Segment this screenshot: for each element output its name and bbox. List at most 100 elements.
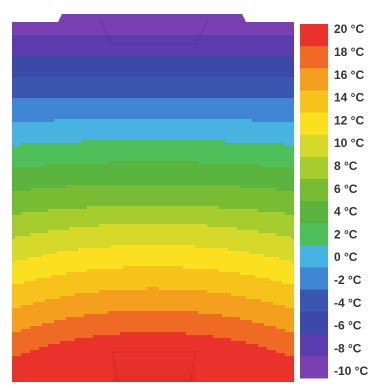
contour-cell [12,320,55,324]
contour-cell [276,188,294,192]
contour-cell [12,302,34,306]
contour-cell [225,140,294,144]
contour-cell [12,86,294,90]
contour-cell [198,311,294,315]
contour-cell [276,233,294,237]
contour-cell [12,140,82,144]
contour-cell [12,26,294,30]
colorbar-tick-label: 14 °C [334,91,364,105]
contour-cell [195,245,294,249]
contour-cell [258,230,294,234]
contour-cell [12,341,61,345]
contour-cell [12,74,294,78]
contour-cell [12,254,43,258]
contour-cell [219,206,294,210]
contour-cell [12,83,294,87]
contour-cell [12,323,43,327]
colorbar-band [300,333,328,357]
contour-cell [12,338,76,342]
contour-cell [291,236,294,240]
contour-cell [12,119,55,123]
colorbar-tick-label: 10 °C [334,136,364,150]
colorbar-band [300,24,328,47]
contour-cell [108,311,199,315]
contour-cell [252,119,294,123]
contour-cell [12,149,294,153]
contour-cell [231,338,294,342]
contour-cell [12,191,294,195]
contour-cell [108,161,199,165]
contour-cell [282,281,294,285]
contour-cell [12,215,294,219]
contour-cell [36,278,271,282]
contour-cell [12,329,22,333]
contour-cell [54,320,253,324]
contour-cell [12,233,31,237]
contour-cell [240,272,294,276]
contour-cell [285,305,294,309]
colorbar-tick-label: 8 °C [334,159,358,173]
contour-cell [12,317,67,321]
contour-cell [12,347,40,351]
contour-cell [12,125,294,129]
contour-cell [12,80,294,84]
contour-cell [261,299,294,303]
contour-cell [99,290,208,294]
contour-cell [39,347,268,351]
colorbar-band [300,68,328,91]
colorbar-tick-label: -10 °C [334,364,368,378]
contour-cell [12,251,58,255]
contour-cell [12,290,100,294]
contour-cell [12,107,294,111]
contour-cell [267,347,294,351]
contour-cell [60,296,247,300]
contour-cell [66,317,241,321]
contour-cell [285,143,294,147]
contour-cell [45,299,262,303]
contour-cell [12,77,294,81]
contour-cell [12,353,22,357]
contour-cell [249,251,294,255]
contour-cell [30,326,277,330]
contour-cell [24,281,283,285]
contour-cell [12,170,294,174]
contour-cell [15,236,292,240]
contour-cell [12,155,294,159]
contour-cell [12,23,294,27]
colorbar-band [300,112,328,136]
contour-cell [12,209,49,213]
contour-cell [21,305,286,309]
contour-cell [12,179,294,183]
contour-cell [12,20,294,24]
contour-cell [12,56,294,60]
contour-cell [12,167,294,171]
contour-cell [12,50,294,54]
contour-cell [12,326,31,330]
contour-cell [258,209,294,213]
contour-cell [12,122,294,126]
contour-cell [12,44,294,48]
contour-cell [207,290,294,294]
contour-cell [12,134,294,138]
contour-cell [12,230,49,234]
colorbar-tick-label: 2 °C [334,227,358,241]
colorbar-band [300,46,328,69]
contour-cell [75,293,232,297]
contour-cell [12,158,294,162]
contour-cell [228,248,294,252]
contour-cell [42,323,265,327]
contour-cell [99,224,208,228]
contour-cell [21,143,286,147]
contour-cell [147,287,160,291]
contour-cell [15,260,292,264]
contour-cell [12,335,94,339]
contour-cell [12,185,67,189]
contour-cell [93,335,214,339]
contour-cell [87,269,220,273]
contour-cell [57,251,250,255]
contour-cell [291,260,294,264]
colorbar-band [300,289,328,313]
contour-cell [12,344,49,348]
colorbar-tick-label: 16 °C [334,68,364,82]
